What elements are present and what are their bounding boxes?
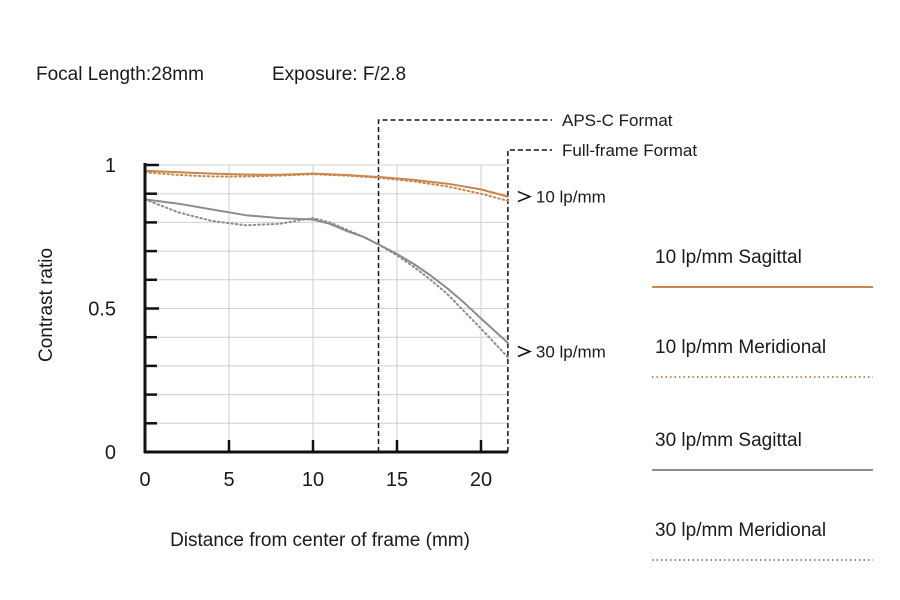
curve-label: 10 lp/mm: [536, 188, 606, 207]
y-tick-label: 0.5: [88, 299, 116, 321]
x-tick-label: 15: [386, 469, 408, 491]
series-line: [144, 198, 509, 359]
curve-labels: 10 lp/mm 30 lp/mm: [517, 188, 606, 362]
x-tick-label: 20: [470, 469, 492, 491]
focal-length-label: Focal Length:28mm: [36, 64, 204, 85]
legend-label: 10 lp/mm Meridional: [655, 337, 826, 358]
x-tick-label: 0: [139, 469, 150, 491]
format-markers: APS-C Format Full-frame Format: [377, 111, 697, 452]
legend: 10 lp/mm Sagittal 10 lp/mm Meridional 30 l…: [652, 247, 873, 561]
curve-label: 30 lp/mm: [536, 343, 606, 362]
format-marker-label: APS-C Format: [562, 111, 673, 130]
format-marker-line: [377, 119, 552, 452]
y-axis-label: Contrast ratio: [36, 248, 57, 362]
format-marker-line: [507, 149, 552, 452]
y-tick-label: 0: [105, 442, 116, 464]
x-axis-label: Distance from center of frame (mm): [170, 530, 470, 551]
series-lines: [144, 169, 509, 359]
format-marker-label: Full-frame Format: [562, 141, 697, 160]
series-line: [144, 171, 509, 202]
x-tick-label: 10: [302, 469, 324, 491]
legend-label: 10 lp/mm Sagittal: [655, 247, 802, 268]
y-tick-label: 1: [105, 155, 116, 177]
axes: 00.510 5 10 15 20: [88, 155, 508, 491]
x-tick-label: 5: [223, 469, 234, 491]
legend-label: 30 lp/mm Sagittal: [655, 430, 802, 451]
curve-label-arrow: [517, 345, 532, 358]
exposure-label: Exposure: F/2.8: [272, 64, 406, 85]
curve-label-arrow: [517, 190, 532, 203]
legend-label: 30 lp/mm Meridional: [655, 520, 826, 541]
